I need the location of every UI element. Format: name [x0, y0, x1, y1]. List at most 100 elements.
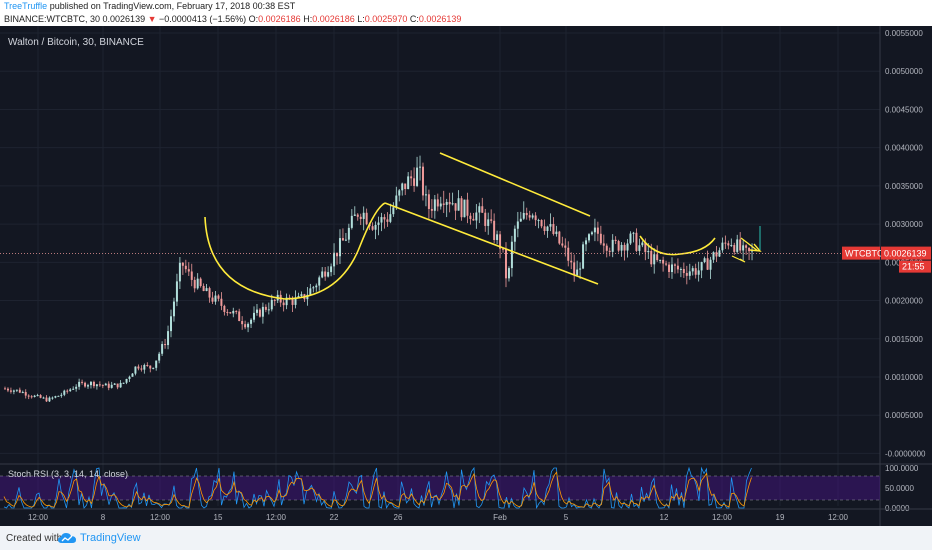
candle-body [146, 365, 149, 367]
candle-body [644, 242, 647, 253]
candle-body [540, 220, 543, 227]
author-link[interactable]: TreeTruffle [4, 1, 48, 11]
candle-body [549, 224, 552, 227]
price-tick-label: 0.0055000 [885, 29, 923, 38]
candle-body [739, 239, 742, 251]
candle-body [250, 319, 253, 324]
arrow-icon-small [731, 255, 746, 263]
candle-body [398, 190, 401, 196]
candle-body [232, 310, 235, 314]
candle-body [457, 198, 460, 211]
candle-body [161, 344, 164, 354]
low-label: L: [357, 14, 365, 24]
candle-body [353, 214, 356, 216]
candle-body [27, 395, 30, 397]
countdown-tag-bg [899, 260, 931, 273]
price-chart[interactable]: Walton / Bitcoin, 30, BINANCE 0.00550000… [0, 26, 932, 526]
candle-body [419, 166, 422, 168]
candle-body [229, 312, 232, 314]
close-label: C: [409, 14, 419, 24]
candle-body [445, 201, 448, 205]
symbol-interval: BINANCE:WTCBTC, 30 [4, 14, 101, 24]
candle-body [555, 231, 558, 235]
tradingview-brand[interactable]: TradingView [80, 532, 141, 544]
candle-body [395, 195, 398, 208]
candle-body [122, 382, 125, 384]
candle-body [522, 212, 525, 219]
rsi-k-line [3, 466, 752, 510]
candle-body [45, 397, 48, 402]
time-axis[interactable]: 12:00 8 12:00 15 12:00 22 26 Feb 5 12 12:00 19 12:00 [0, 508, 932, 522]
candle-body [131, 373, 134, 377]
tradingview-cloud-icon [58, 533, 76, 543]
candle-body [238, 311, 241, 322]
candle-body [202, 285, 205, 292]
candle-body [531, 215, 534, 218]
time-tick-label: 12:00 [266, 513, 287, 522]
candle-body [493, 220, 496, 240]
candle-body [264, 306, 267, 310]
candle-body [472, 218, 475, 221]
candle-body [679, 268, 682, 270]
candle-body [214, 295, 217, 302]
candle-body [36, 395, 39, 397]
candle-body [253, 312, 256, 320]
candle-body [356, 214, 359, 217]
chart-frame[interactable]: Walton / Bitcoin, 30, BINANCE 0.0055000 0… [0, 26, 932, 526]
candle-body [33, 395, 36, 397]
candle-body [12, 390, 15, 392]
candle-body [152, 367, 155, 369]
candle-body [110, 384, 113, 388]
candle-body [273, 299, 276, 301]
candle-body [656, 254, 659, 261]
time-tick-label: 12:00 [28, 513, 49, 522]
candle-body [567, 247, 570, 261]
candle-body [377, 222, 380, 225]
candle-body [623, 244, 626, 251]
candle-body [30, 396, 33, 398]
candle-body [155, 360, 158, 368]
candle-body [95, 384, 98, 387]
price-tag-bg [881, 246, 931, 260]
price-tag: WTCBTC 0.0026139 21:55 [842, 246, 931, 273]
candle-body [733, 245, 736, 252]
candle-body [481, 206, 484, 213]
candle-body [573, 262, 576, 276]
candle-body [205, 288, 208, 292]
candle-body [344, 239, 347, 241]
candle-body [187, 269, 190, 272]
candle-body [599, 233, 602, 244]
publish-line: TreeTruffle published on TradingView.com… [4, 0, 295, 13]
time-tick-label: 19 [776, 513, 785, 522]
candle-body [647, 250, 650, 253]
candle-body [617, 241, 620, 251]
candle-body [576, 269, 579, 276]
candle-body [475, 212, 478, 221]
candle-body [294, 297, 297, 305]
candle-body [748, 247, 751, 252]
candle-body [87, 385, 90, 387]
candle-body [676, 265, 679, 270]
candle-body [433, 199, 436, 211]
candle-body [312, 287, 315, 289]
time-tick-label: 12:00 [150, 513, 171, 522]
price-axis[interactable]: 0.0055000 0.0050000 0.0045000 0.0040000 0.00… [0, 26, 932, 526]
trend-drawings[interactable] [204, 152, 762, 300]
candle-body [9, 390, 12, 392]
candle-body [39, 395, 42, 398]
candle-body [362, 212, 365, 219]
candle-body [247, 323, 250, 328]
candle-body [324, 271, 327, 277]
candle-body [410, 176, 413, 179]
candle-body [641, 242, 644, 246]
price-tick-label: 0.0030000 [885, 220, 923, 229]
candle-body [579, 268, 582, 270]
candle-body [709, 259, 712, 270]
candle-body [697, 270, 700, 275]
price-tick-label: -0.0000000 [885, 449, 926, 458]
candle-body [484, 212, 487, 226]
candle-body [113, 383, 116, 385]
candle-body [170, 316, 173, 332]
price-tick-label: 0.0050000 [885, 67, 923, 76]
